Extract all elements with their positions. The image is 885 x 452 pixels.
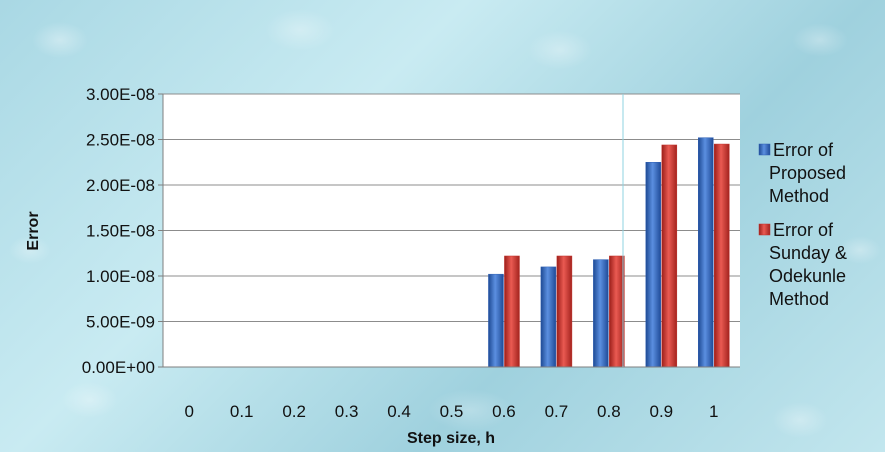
bar-series-1 [645, 162, 662, 368]
bar-series-1 [488, 273, 504, 368]
legend-label-series-2: Error of Sunday & Odekunle Method [769, 220, 847, 309]
legend: Error of Proposed Method Error of Sunday & Od… [758, 140, 847, 309]
legend-swatch-series-1 [758, 143, 771, 156]
x-tick-label: 0.5 [440, 402, 464, 421]
x-axis-title: Step size, h [407, 430, 495, 447]
bar-series-2 [609, 255, 625, 368]
x-tick-label: 0 [184, 402, 193, 421]
y-axis-title: Error [25, 211, 42, 250]
y-tick-label: 2.00E-08 [86, 176, 155, 195]
x-tick-label: 0.6 [492, 402, 516, 421]
legend-swatch-series-2 [758, 223, 771, 236]
x-tick-label: 0.2 [282, 402, 306, 421]
y-tick-label: 1.50E-08 [86, 222, 155, 241]
bar-series-2 [556, 255, 573, 368]
bars [488, 137, 730, 368]
bar-series-2 [504, 255, 520, 368]
x-tick-label: 0.8 [597, 402, 621, 421]
x-tick-label: 0.7 [545, 402, 569, 421]
bar-series-1 [698, 137, 714, 368]
x-tick-labels: 0 0.1 0.2 0.3 0.4 0.5 0.6 0.7 0.8 0.9 1 [184, 402, 718, 421]
x-tick-label: 1 [709, 402, 718, 421]
x-tick-label: 0.4 [387, 402, 411, 421]
bar-series-1 [540, 266, 557, 368]
x-tick-label: 0.1 [230, 402, 254, 421]
bar-series-2 [714, 143, 730, 368]
y-tick-label: 2.50E-08 [86, 131, 155, 150]
y-tick-label: 3.00E-08 [86, 85, 155, 104]
bar-series-1 [593, 259, 609, 368]
x-tick-label: 0.9 [649, 402, 673, 421]
x-tick-label: 0.3 [335, 402, 359, 421]
y-tick-label: 5.00E-09 [86, 313, 155, 332]
y-tick-label: 0.00E+00 [82, 358, 155, 377]
y-tick-labels: 0.00E+00 5.00E-09 1.00E-08 1.50E-08 2.00E-08… [82, 85, 163, 377]
bar-series-2 [661, 144, 678, 368]
legend-label-series-1: Error of Proposed Method [769, 140, 846, 206]
gridlines [163, 93, 740, 322]
y-tick-label: 1.00E-08 [86, 267, 155, 286]
